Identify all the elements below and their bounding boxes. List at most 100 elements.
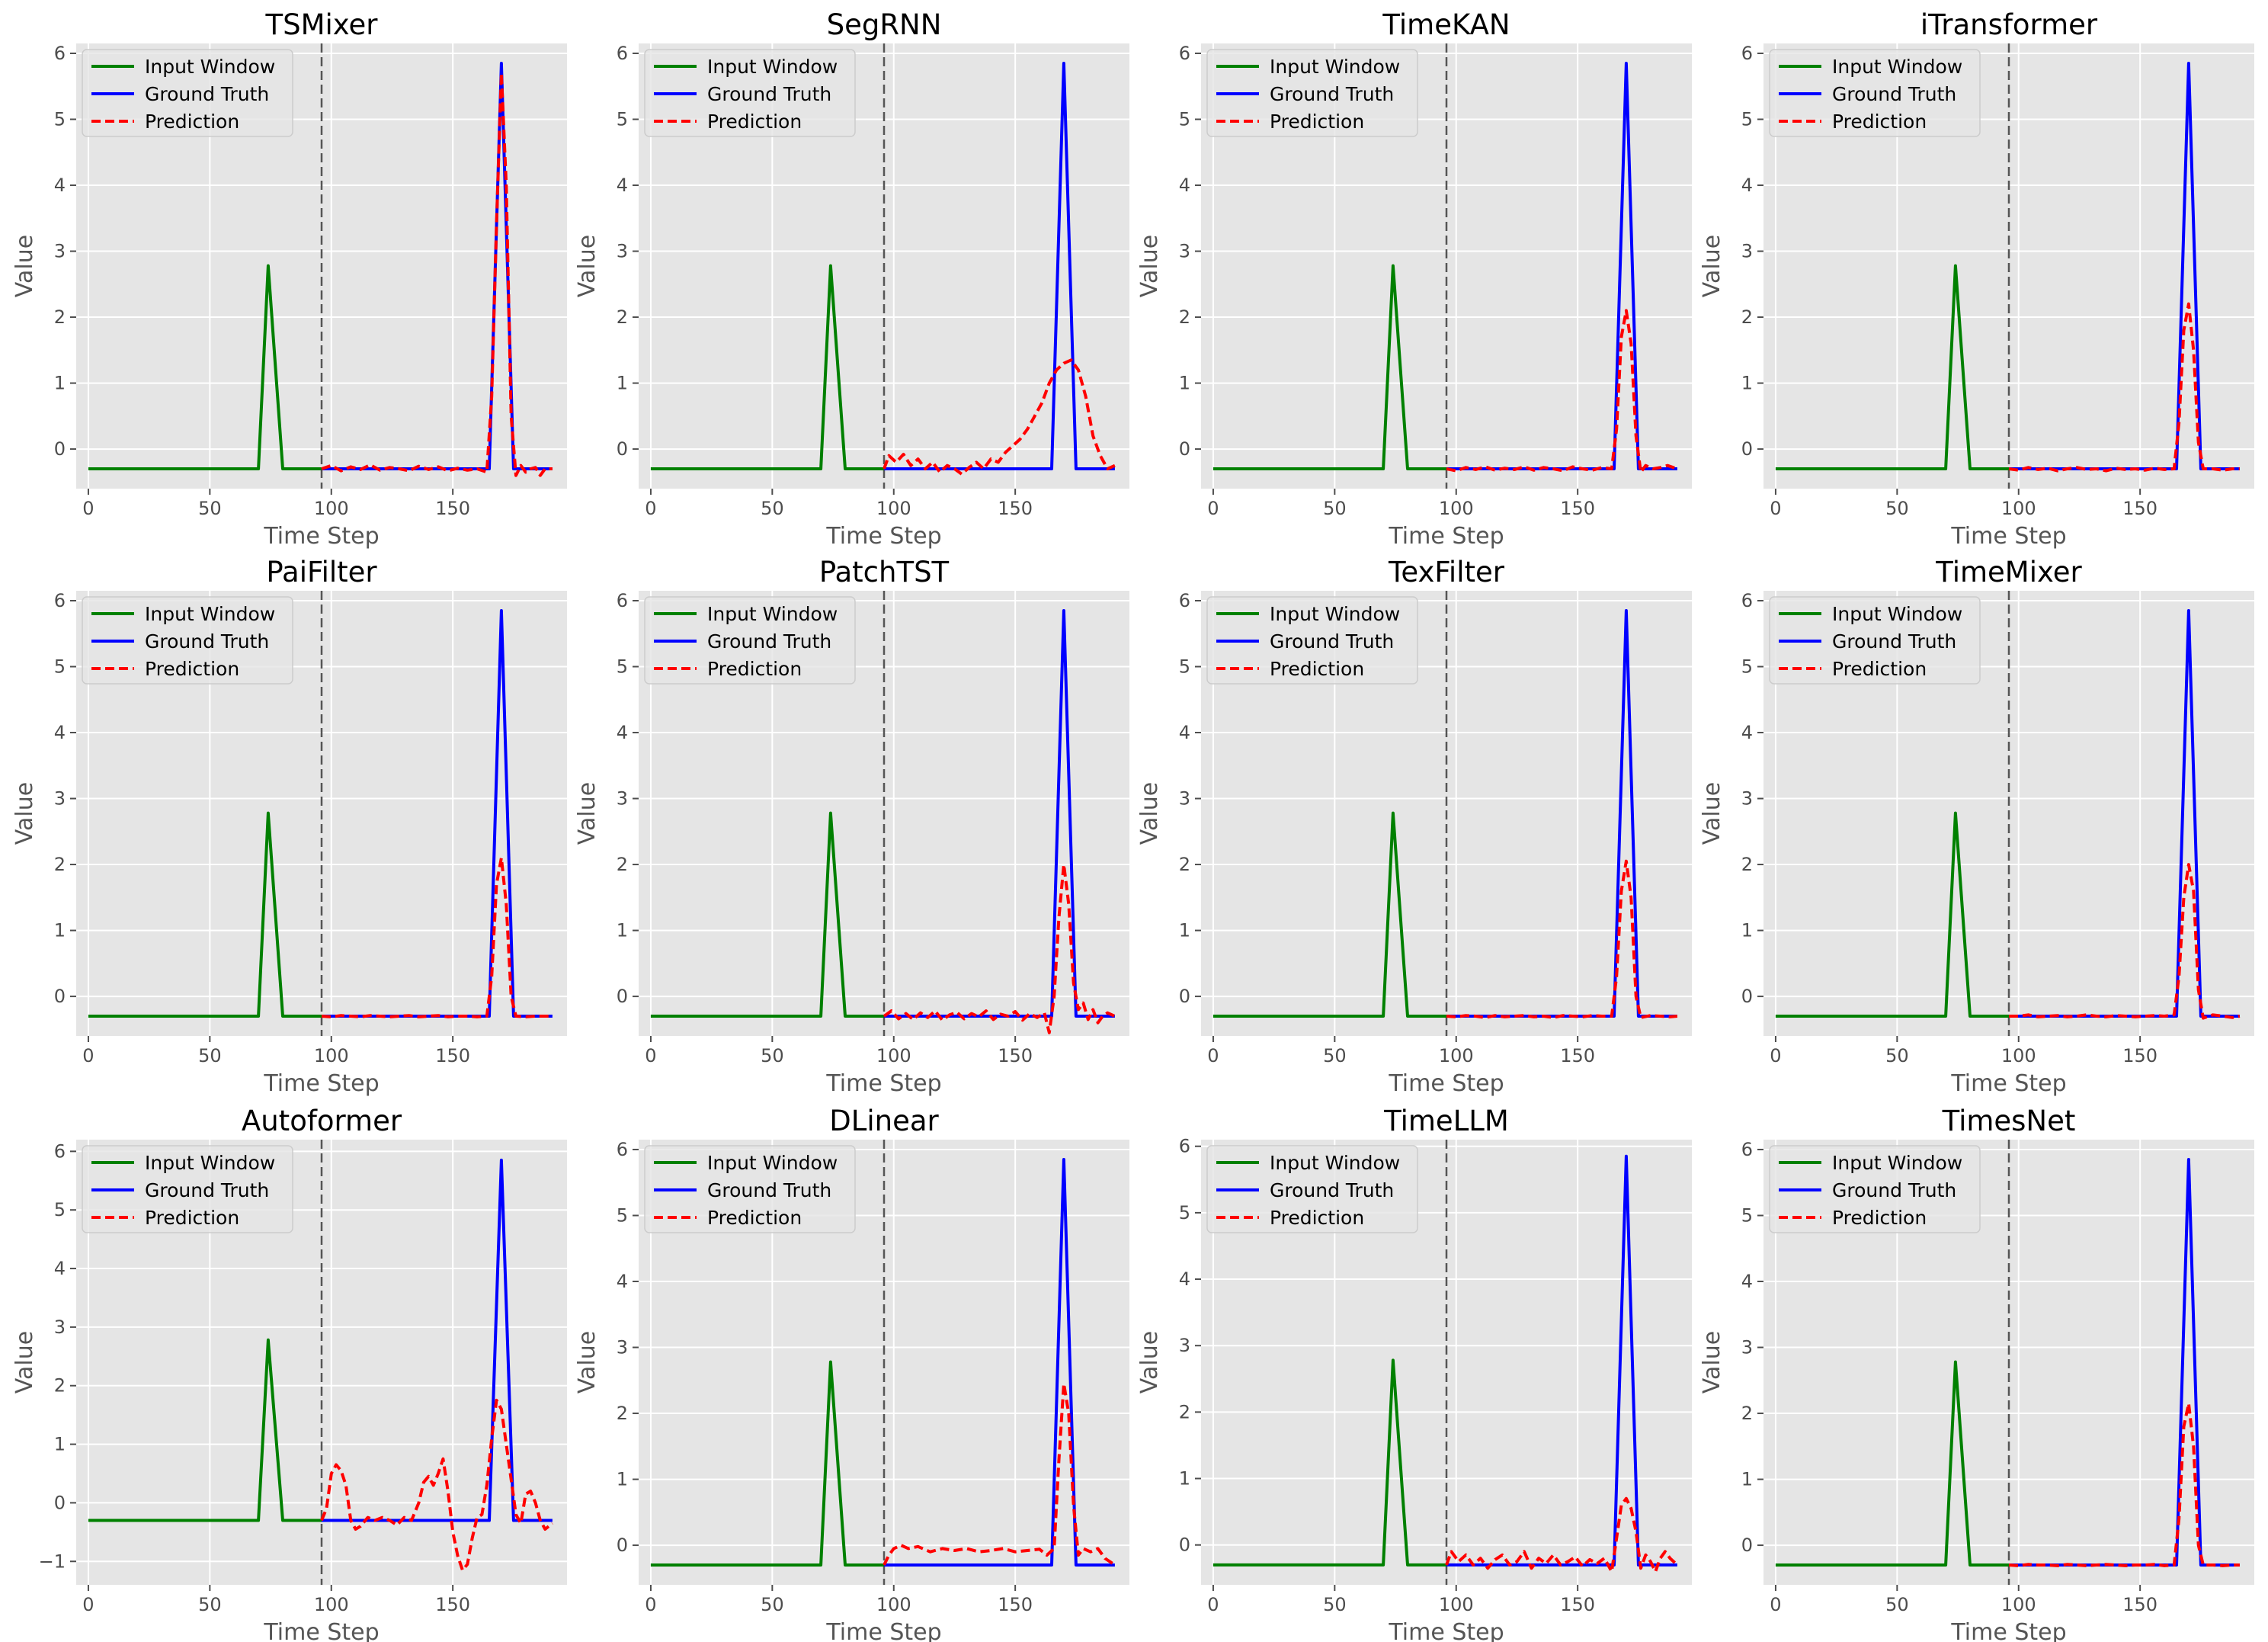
- y-axis-label: Value: [11, 1331, 38, 1393]
- x-tick-label: 100: [314, 1594, 349, 1615]
- subplot-paifilter: 0 50 100 150 0 1 2 3 4 5 6 Time Step Value PaiFilter I…: [11, 556, 567, 1097]
- y-axis-label: Value: [11, 235, 38, 297]
- y-tick-label: 5: [617, 656, 628, 677]
- subplot-autoformer: 0 50 100 150 −1 0 1 2 3 4 5 6 Time Step Value Autoform…: [11, 1105, 567, 1642]
- y-axis-label: Value: [1699, 1331, 1725, 1393]
- x-axis-label: Time Step: [1388, 1070, 1504, 1097]
- input-window-line: [1775, 264, 2009, 470]
- legend: Input Window Ground Truth Prediction: [82, 49, 293, 137]
- y-tick-label: 5: [1741, 656, 1753, 677]
- legend-label: Prediction: [1832, 1207, 1927, 1229]
- y-tick-label: 0: [1741, 438, 1753, 460]
- y-tick-label: 2: [1179, 306, 1190, 328]
- prediction-line: [1446, 859, 1678, 1019]
- y-tick-label: 6: [1741, 1139, 1753, 1160]
- legend-label: Ground Truth: [145, 630, 269, 653]
- x-tick-label: 50: [1323, 1594, 1347, 1615]
- legend-label: Input Window: [707, 56, 838, 78]
- series-group: [88, 591, 553, 1036]
- series-group: [88, 43, 553, 489]
- x-axis-label: Time Step: [1950, 1619, 2066, 1642]
- prediction-line: [883, 358, 1116, 476]
- subplot-timemixer: 0 50 100 150 0 1 2 3 4 5 6 Time Step Value TimeMixer I…: [1699, 556, 2254, 1097]
- series-group: [650, 1140, 1116, 1585]
- y-axis-label: Value: [1699, 782, 1725, 845]
- x-tick-label: 0: [1770, 1045, 1781, 1066]
- subplot-title: Autoformer: [242, 1105, 402, 1137]
- x-tick-label: 0: [82, 1594, 94, 1615]
- legend-label: Prediction: [1270, 1207, 1364, 1229]
- legend-box: [82, 49, 293, 137]
- y-tick-label: 6: [1179, 1136, 1190, 1157]
- y-tick-label: 0: [617, 438, 628, 460]
- series-group: [1775, 43, 2240, 489]
- legend-label: Input Window: [1832, 603, 1962, 625]
- y-tick-label: 0: [1179, 986, 1190, 1007]
- input-window-line: [1775, 811, 2009, 1018]
- input-window-line: [650, 1360, 884, 1567]
- series-group: [1775, 1140, 2240, 1585]
- y-tick-label: 5: [54, 108, 66, 130]
- input-window-line: [1212, 811, 1446, 1018]
- x-tick-label: 150: [435, 1594, 470, 1615]
- y-tick-label: 3: [54, 1316, 66, 1338]
- y-axis-label: Value: [574, 1331, 601, 1393]
- y-axis-label: Value: [574, 782, 601, 845]
- x-axis-label: Time Step: [263, 1619, 379, 1642]
- y-tick-label: 0: [1179, 438, 1190, 460]
- x-tick-label: 50: [198, 1045, 222, 1066]
- x-tick-label: 0: [645, 498, 656, 519]
- legend-label: Ground Truth: [145, 1179, 269, 1201]
- y-tick-label: 4: [1179, 175, 1190, 196]
- subplot-timellm: 0 50 100 150 0 1 2 3 4 5 6 Time Step Value TimeLLM Inp…: [1136, 1105, 1692, 1642]
- legend: Input Window Ground Truth Prediction: [1206, 49, 1418, 137]
- legend: Input Window Ground Truth Prediction: [644, 49, 856, 137]
- x-tick-label: 100: [314, 1045, 349, 1066]
- y-tick-label: 2: [1179, 854, 1190, 875]
- subplot-timekan: 0 50 100 150 0 1 2 3 4 5 6 Time Step Value TimeKAN Inp…: [1136, 8, 1692, 550]
- subplot-title: TexFilter: [1388, 556, 1505, 588]
- y-tick-label: 0: [617, 986, 628, 1007]
- input-window-line: [650, 811, 884, 1018]
- legend: Input Window Ground Truth Prediction: [1769, 1145, 1981, 1233]
- y-tick-label: 5: [1179, 656, 1190, 677]
- legend-label: Input Window: [707, 603, 838, 625]
- ground-truth-line: [884, 1158, 1115, 1567]
- y-tick-label: 2: [617, 306, 628, 328]
- y-tick-label: 2: [54, 854, 66, 875]
- series-group: [1212, 591, 1678, 1036]
- legend-label: Ground Truth: [707, 83, 831, 105]
- subplot-title: TSMixer: [264, 8, 378, 41]
- y-tick-label: 4: [1741, 1271, 1753, 1292]
- y-tick-label: 3: [1179, 241, 1190, 262]
- x-tick-label: 100: [2001, 1594, 2036, 1615]
- x-tick-label: 0: [1207, 498, 1219, 519]
- legend: Input Window Ground Truth Prediction: [82, 1145, 293, 1233]
- legend-label: Input Window: [145, 1152, 275, 1174]
- x-tick-label: 50: [1885, 1594, 1909, 1615]
- x-axis-label: Time Step: [263, 1070, 379, 1097]
- legend-box: [1769, 1145, 1981, 1233]
- x-tick-label: 150: [1560, 1045, 1595, 1066]
- y-tick-label: 1: [1741, 373, 1753, 394]
- subplot-title: SegRNN: [827, 8, 942, 41]
- y-axis-label: Value: [1699, 235, 1725, 297]
- legend: Input Window Ground Truth Prediction: [644, 1145, 856, 1233]
- legend-label: Prediction: [707, 1207, 802, 1229]
- x-tick-label: 150: [998, 1045, 1033, 1066]
- x-tick-label: 150: [998, 498, 1033, 519]
- legend-box: [1206, 1145, 1418, 1233]
- legend-label: Prediction: [1270, 111, 1364, 133]
- subplot-texfilter: 0 50 100 150 0 1 2 3 4 5 6 Time Step Value TexFilter I…: [1136, 556, 1692, 1097]
- x-tick-label: 50: [1323, 498, 1347, 519]
- y-axis-label: Value: [11, 782, 38, 845]
- y-tick-label: 1: [54, 373, 66, 394]
- x-tick-label: 150: [998, 1594, 1033, 1615]
- legend-label: Ground Truth: [1270, 83, 1394, 105]
- subplot-patchtst: 0 50 100 150 0 1 2 3 4 5 6 Time Step Value PatchTST In…: [574, 556, 1129, 1097]
- x-tick-label: 150: [1560, 498, 1595, 519]
- x-tick-label: 100: [876, 1045, 911, 1066]
- x-tick-label: 50: [1885, 1045, 1909, 1066]
- prediction-line: [321, 71, 553, 477]
- legend-label: Prediction: [1270, 658, 1364, 680]
